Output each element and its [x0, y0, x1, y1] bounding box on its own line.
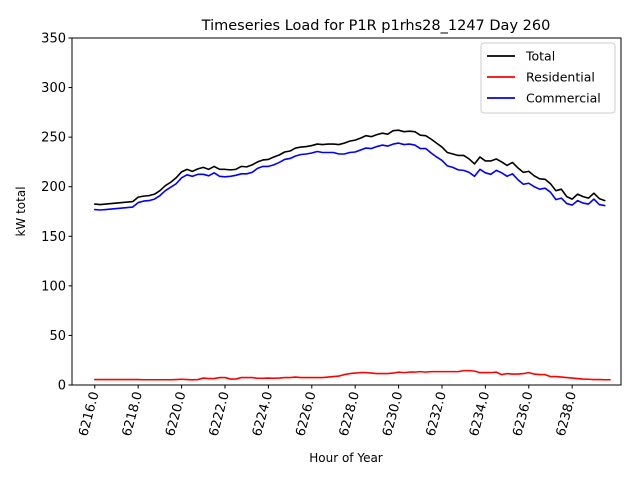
legend-label-residential: Residential: [526, 70, 595, 85]
y-tick-label: 0: [58, 379, 66, 394]
legend-label-commercial: Commercial: [526, 91, 601, 106]
chart-title: Timeseries Load for P1R p1rhs28_1247 Day…: [201, 18, 551, 34]
legend-label-total: Total: [525, 49, 555, 64]
x-axis-label: Hour of Year: [309, 451, 383, 465]
y-tick-label: 200: [41, 180, 66, 195]
y-tick-label: 250: [41, 131, 66, 146]
y-tick-label: 100: [41, 279, 66, 294]
y-axis-label: kW total: [14, 186, 28, 236]
series-line-residential: [93, 369, 611, 381]
y-tick-label: 350: [41, 32, 66, 47]
series-line-commercial: [93, 142, 606, 211]
y-tick-label: 150: [41, 230, 66, 245]
series-line-total: [93, 129, 606, 206]
legend-box: [480, 42, 616, 114]
y-tick-label: 50: [49, 329, 66, 344]
legend: Total Residential Commercial: [480, 42, 616, 114]
axes-frame: [71, 37, 622, 386]
series-lines: [93, 129, 611, 381]
y-tick-label: 300: [41, 81, 66, 96]
